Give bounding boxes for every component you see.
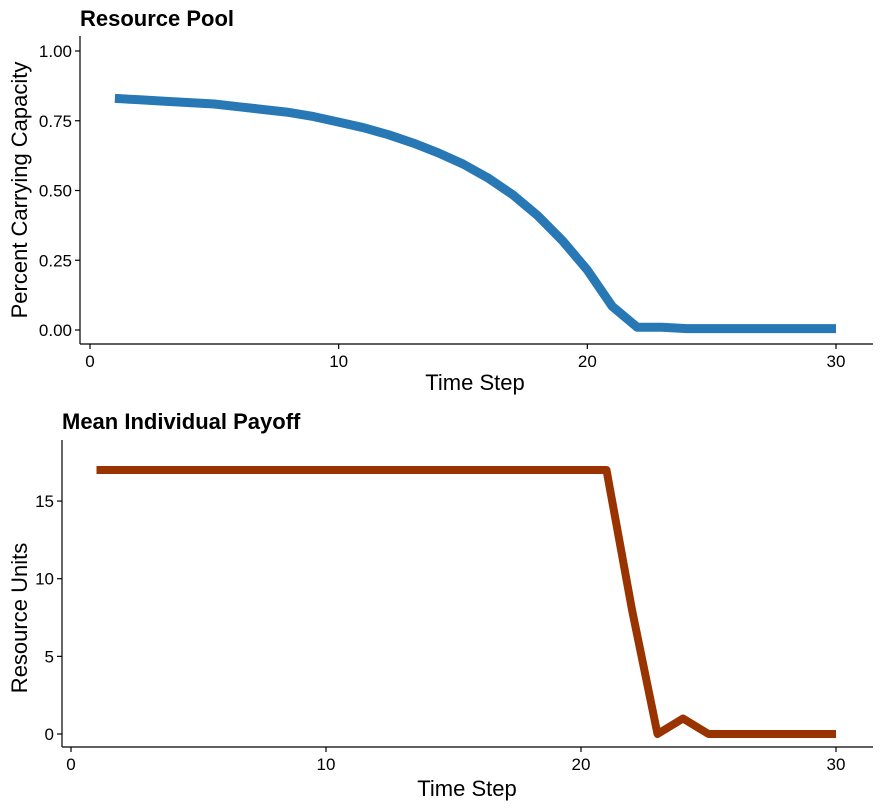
x-tick-label: 10: [329, 352, 348, 371]
x-tick-label: 10: [317, 755, 336, 774]
y-ticks: 0 5 10 15: [35, 492, 62, 744]
y-tick-label: 5: [45, 647, 54, 666]
y-ticks: 0.00 0.25 0.50 0.75 1.00: [39, 42, 80, 340]
chart-title: Resource Pool: [80, 6, 234, 31]
y-tick-label: 0.75: [39, 112, 72, 131]
x-ticks: 0 10 20 30: [66, 747, 845, 774]
x-tick-label: 30: [827, 755, 846, 774]
series-line: [96, 466, 836, 738]
x-tick-label: 20: [578, 352, 597, 371]
y-axis-title: Percent Carrying Capacity: [7, 62, 32, 319]
series-line: [114, 93, 836, 334]
y-tick-label: 0: [45, 725, 54, 744]
y-axis-title: Resource Units: [7, 543, 32, 693]
x-tick-label: 20: [572, 755, 591, 774]
x-tick-label: 30: [827, 352, 846, 371]
x-ticks: 0 10 20 30: [85, 344, 845, 371]
chart-resource-pool: Resource Pool Percent Carrying Capacity …: [7, 6, 873, 395]
x-axis-title: Time Step: [425, 370, 524, 395]
x-tick-label: 0: [66, 755, 75, 774]
chart-title: Mean Individual Payoff: [62, 409, 301, 434]
y-tick-label: 1.00: [39, 42, 72, 61]
x-tick-label: 0: [85, 352, 94, 371]
x-axis-title: Time Step: [417, 776, 516, 801]
y-tick-label: 15: [35, 492, 54, 511]
chart-mean-individual-payoff: Mean Individual Payoff Resource Units Ti…: [7, 409, 873, 801]
y-tick-label: 0.25: [39, 251, 72, 270]
y-tick-label: 0.00: [39, 321, 72, 340]
y-tick-label: 0.50: [39, 182, 72, 201]
y-tick-label: 10: [35, 570, 54, 589]
